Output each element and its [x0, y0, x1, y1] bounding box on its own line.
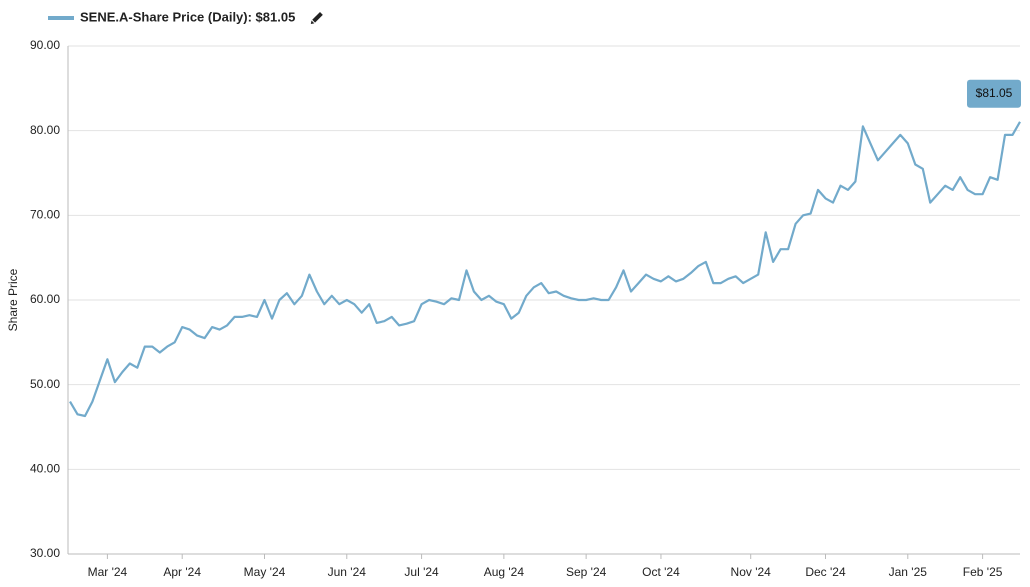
x-tick-label: Dec '24	[805, 565, 846, 579]
y-tick-label: 30.00	[30, 546, 60, 560]
price-line	[69, 121, 1021, 418]
x-tick-label: Jul '24	[404, 565, 439, 579]
callout-label: $81.05	[976, 86, 1013, 100]
y-axis-title: Share Price	[6, 268, 20, 331]
y-tick-label: 50.00	[30, 377, 60, 391]
x-tick-label: Sep '24	[566, 565, 607, 579]
y-tick-label: 80.00	[30, 123, 60, 137]
x-tick-label: Mar '24	[88, 565, 128, 579]
x-tick-label: Jan '25	[889, 565, 928, 579]
x-tick-label: May '24	[244, 565, 286, 579]
y-tick-label: 40.00	[30, 462, 60, 476]
x-tick-label: Nov '24	[731, 565, 772, 579]
x-tick-label: Aug '24	[484, 565, 525, 579]
x-tick-label: Oct '24	[642, 565, 680, 579]
y-tick-label: 90.00	[30, 38, 60, 52]
x-tick-label: Apr '24	[163, 565, 201, 579]
y-tick-label: 60.00	[30, 292, 60, 306]
x-tick-label: Jun '24	[328, 565, 367, 579]
x-tick-label: Feb '25	[963, 565, 1003, 579]
edit-icon[interactable]	[309, 12, 323, 25]
legend-label[interactable]: SENE.A-Share Price (Daily): $81.05	[80, 9, 295, 24]
y-tick-label: 70.00	[30, 208, 60, 222]
callout-box	[967, 79, 1021, 108]
